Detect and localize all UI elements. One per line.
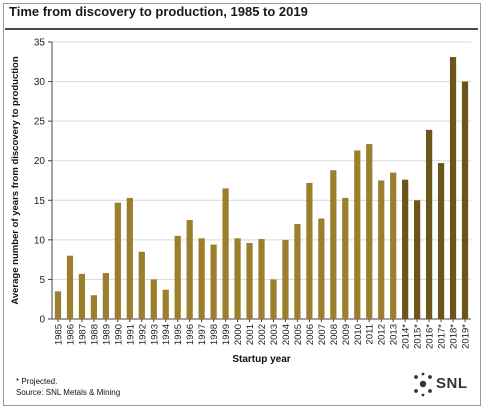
- x-tick-label: 2014*: [401, 324, 412, 349]
- y-axis-title: Average number of years from discovery t…: [10, 56, 21, 304]
- bar-2008: [330, 170, 337, 319]
- y-tick-label: 25: [34, 117, 46, 128]
- bar-2000: [234, 238, 241, 319]
- bar-1989: [102, 273, 109, 319]
- bar-2009: [342, 197, 349, 319]
- bar-2013: [390, 172, 397, 319]
- x-tick-label: 2001: [245, 324, 256, 345]
- bar-1998: [210, 244, 217, 319]
- x-tick-label: 1990: [113, 324, 124, 345]
- x-tick-label: 2009: [341, 324, 352, 345]
- bar-1992: [138, 251, 145, 319]
- x-tick-label: 2010: [353, 324, 364, 345]
- bar-2017-projected: [437, 163, 445, 319]
- bar-2018-projected: [449, 57, 457, 320]
- bar-1988: [90, 295, 98, 319]
- x-tick-label: 2017*: [437, 324, 448, 349]
- bar-2002: [258, 239, 265, 319]
- bar-2004: [282, 239, 289, 319]
- x-tick-label: 2019*: [461, 324, 472, 349]
- bar-2012: [378, 180, 385, 319]
- chart-title: Time from discovery to production, 1985 …: [9, 4, 308, 19]
- x-tick-label: 2004: [281, 324, 292, 345]
- bar-1997: [198, 238, 205, 319]
- x-tick-label: 1998: [209, 324, 220, 345]
- x-tick-label: 2006: [305, 324, 316, 345]
- snl-logo: SNL: [412, 372, 478, 398]
- x-tick-label: 2005: [293, 324, 304, 345]
- bar-2010: [354, 150, 361, 319]
- y-tick-label: 5: [39, 275, 45, 286]
- bar-2007: [318, 218, 325, 319]
- x-tick-label: 2002: [257, 324, 268, 345]
- x-tick-label: 2018*: [449, 324, 460, 349]
- x-tick-label: 2008: [329, 324, 340, 345]
- y-tick-label: 15: [34, 196, 46, 207]
- x-tick-label: 2013: [389, 324, 400, 345]
- bar-2003: [270, 279, 277, 319]
- bar-1991: [126, 197, 133, 319]
- y-tick-label: 0: [39, 315, 45, 326]
- bar-1995: [174, 235, 181, 319]
- y-tick-label: 20: [34, 156, 46, 167]
- x-tick-label: 1993: [149, 324, 160, 345]
- bar-1990: [114, 202, 121, 319]
- y-tick-label: 30: [34, 77, 46, 88]
- bar-2015-projected: [414, 200, 421, 319]
- x-tick-label: 1991: [125, 324, 136, 345]
- x-tick-label: 2003: [269, 324, 280, 345]
- x-tick-label: 1987: [77, 324, 88, 345]
- bar-2014-projected: [402, 179, 409, 319]
- chart-frame: [3, 3, 481, 406]
- x-tick-label: 2000: [233, 324, 244, 345]
- x-tick-label: 1997: [197, 324, 208, 345]
- footnote: * Projected.: [16, 377, 58, 386]
- x-tick-label: 1996: [185, 324, 196, 345]
- x-axis-title: Startup year: [232, 354, 290, 365]
- x-tick-label: 1994: [161, 324, 172, 345]
- source-note: Source: SNL Metals & Mining: [16, 388, 121, 397]
- y-tick-label: 10: [34, 235, 46, 246]
- snl-logo-icon: [414, 372, 432, 397]
- bar-2016-projected: [425, 129, 433, 319]
- x-tick-label: 1992: [137, 324, 148, 345]
- bar-1999: [222, 188, 229, 319]
- bar-2001: [246, 243, 253, 319]
- bar-2006: [306, 182, 313, 319]
- bar-1993: [150, 279, 157, 319]
- bar-2005: [294, 224, 301, 319]
- y-tick-label: 35: [34, 38, 46, 49]
- bar-1985: [54, 291, 62, 319]
- x-tick-label: 1988: [89, 324, 100, 345]
- snl-logo-text: SNL: [436, 375, 468, 392]
- x-tick-label: 1986: [65, 324, 76, 345]
- x-tick-label: 2012: [377, 324, 388, 345]
- x-tick-label: 1999: [221, 324, 232, 345]
- bar-1996: [186, 220, 193, 319]
- x-tick-label: 1985: [53, 324, 64, 345]
- bar-1987: [78, 273, 86, 319]
- bar-1986: [66, 255, 74, 319]
- title-rule: [5, 28, 478, 30]
- x-tick-label: 2015*: [413, 324, 424, 349]
- x-tick-label: 2007: [317, 324, 328, 345]
- x-tick-label: 1989: [101, 324, 112, 345]
- bar-1994: [162, 289, 169, 319]
- bar-2011: [366, 144, 373, 319]
- x-tick-label: 2011: [365, 324, 376, 344]
- x-tick-label: 1995: [173, 324, 184, 345]
- bar-2019-projected: [461, 81, 469, 319]
- x-tick-label: 2016*: [425, 324, 436, 349]
